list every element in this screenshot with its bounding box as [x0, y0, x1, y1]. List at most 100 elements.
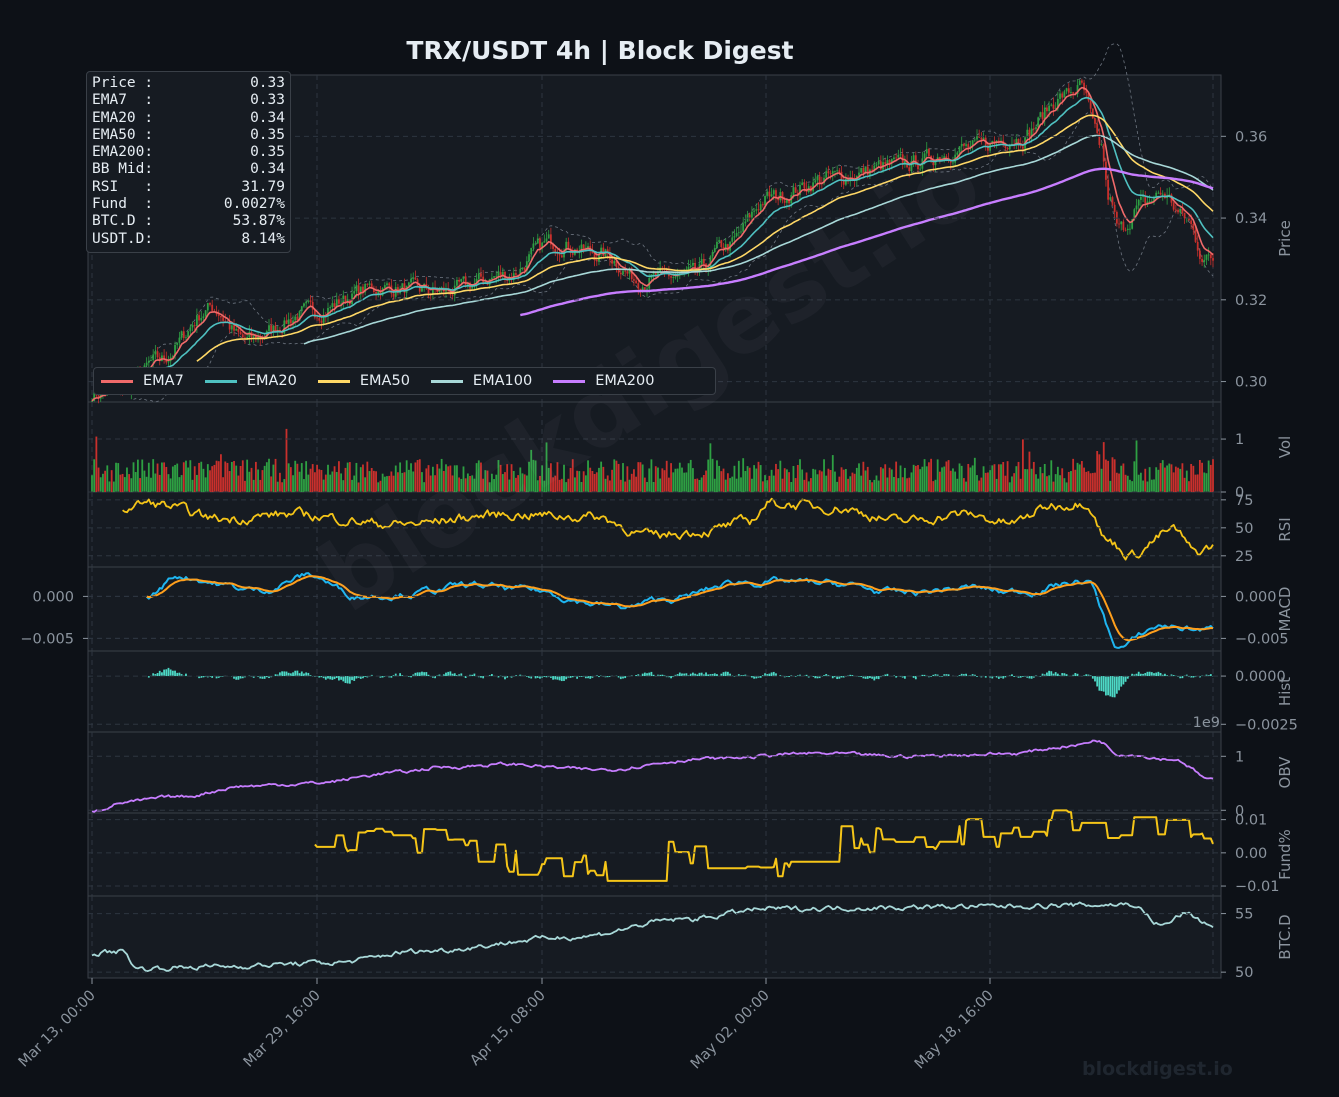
volume-bar [1207, 460, 1210, 492]
volume-bar [598, 467, 600, 492]
histogram-bar [851, 675, 854, 677]
info-row: Price : 0.33 [92, 75, 285, 92]
price-tick-label: 0.30 [1235, 375, 1267, 391]
histogram-bar [1076, 673, 1079, 677]
volume-bar [366, 461, 369, 492]
histogram-bar [1011, 674, 1013, 677]
histogram-bar [580, 676, 583, 677]
candle-body [1004, 145, 1007, 149]
volume-bar [407, 469, 410, 492]
histogram-bar [506, 676, 509, 678]
volume-bar [405, 460, 408, 492]
volume-bar [818, 470, 821, 492]
volume-bar [847, 478, 849, 492]
legend-item-ema7: EMA7 [101, 373, 184, 389]
candle-body [862, 167, 865, 174]
candle-body [338, 299, 340, 304]
volume-bar [353, 475, 356, 492]
candle-body [451, 294, 454, 296]
candle-body [1085, 90, 1088, 94]
candle-body [912, 155, 915, 162]
candle-body [775, 190, 777, 199]
candle-body [480, 273, 482, 277]
candle-body [816, 176, 819, 181]
histogram-bar [289, 673, 292, 677]
candle-body [1061, 93, 1064, 98]
volume-bar [1100, 468, 1103, 492]
volume-bar [283, 479, 286, 492]
info-label: BB Mid: [92, 161, 154, 178]
volume-bar [375, 471, 377, 492]
candle-body [674, 276, 677, 278]
histogram-bar [1026, 676, 1029, 678]
candle-body [1181, 208, 1184, 213]
volume-bar [991, 465, 994, 492]
obv-line [91, 739, 1214, 813]
candle-body [506, 280, 509, 281]
candle-body [711, 252, 714, 257]
candle-body [737, 232, 740, 234]
histogram-bar [635, 675, 638, 677]
histogram-bar [528, 676, 530, 678]
volume-bar [477, 460, 480, 492]
bollinger-lower [133, 111, 1214, 403]
legend-item-ema100: EMA100 [430, 373, 532, 389]
candle-body [289, 319, 292, 324]
info-value: 0.35 [250, 126, 285, 143]
candle-body [1135, 205, 1138, 210]
volume-bar [1050, 460, 1053, 492]
histogram-bar [401, 675, 404, 677]
candle-body [305, 301, 308, 304]
candle-body [838, 170, 841, 172]
histogram-bar [678, 672, 681, 677]
candle-body [606, 249, 609, 253]
candle-body [781, 192, 784, 201]
legend-label: EMA50 [359, 373, 410, 389]
volume-bar [1083, 467, 1085, 492]
histogram-bar [1157, 671, 1160, 677]
histogram-bar [785, 676, 788, 677]
histogram-bar [895, 676, 898, 678]
candle-body [637, 283, 640, 289]
histogram-bar [438, 674, 441, 677]
histogram-bar [383, 676, 386, 677]
volume-bar [281, 482, 284, 492]
histogram-bar [370, 674, 373, 677]
candle-body [1091, 108, 1094, 119]
candle-body [600, 247, 603, 255]
volume-bar [733, 465, 736, 492]
volume-bar [289, 467, 292, 492]
candle-body [687, 266, 690, 270]
volume-bar [421, 472, 423, 492]
volume-bar [803, 479, 806, 492]
histogram-bar [1046, 672, 1048, 677]
candle-body [1196, 241, 1199, 251]
info-value: 0.34 [250, 109, 285, 126]
histogram-bar [549, 676, 552, 678]
candle-body [613, 261, 616, 264]
volume-bar [611, 469, 613, 492]
histogram-bar [257, 676, 259, 677]
candle-body [178, 337, 181, 343]
volume-bar [777, 469, 780, 492]
histogram-bar [563, 676, 565, 681]
volume-bar [882, 468, 884, 492]
histogram-bar [1153, 673, 1155, 677]
info-row: EMA7 : 0.33 [92, 92, 285, 109]
candle-body [182, 331, 185, 339]
volume-bar [95, 436, 98, 492]
candle-body [541, 242, 544, 249]
volume-bar [877, 480, 880, 492]
histogram-bar [547, 676, 550, 678]
candle-body [980, 137, 983, 140]
candle-body [410, 278, 412, 283]
hist-ylabel: Hist [1276, 677, 1294, 706]
volume-bar [93, 459, 96, 492]
volume-bar [388, 475, 391, 492]
histogram-bar [834, 676, 836, 678]
volume-bar [635, 476, 638, 492]
volume-bar [473, 478, 476, 492]
candle-body [584, 247, 587, 249]
volume-bar [226, 462, 229, 492]
histogram-bar [552, 676, 554, 680]
